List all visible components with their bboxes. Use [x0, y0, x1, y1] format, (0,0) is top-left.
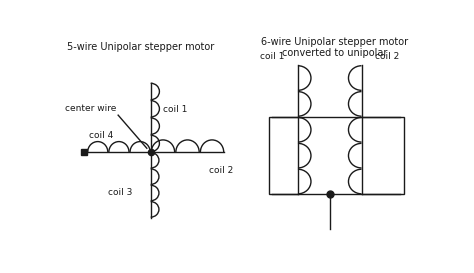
Text: 5-wire Unipolar stepper motor: 5-wire Unipolar stepper motor — [67, 42, 214, 52]
Text: coil 2: coil 2 — [209, 166, 233, 175]
Text: coil 4: coil 4 — [89, 131, 113, 140]
Text: coil 1: coil 1 — [163, 105, 188, 114]
Bar — [268, 117, 404, 194]
Text: 6-wire Unipolar stepper motor
converted to unipolar: 6-wire Unipolar stepper motor converted … — [261, 37, 408, 58]
Text: coil 3: coil 3 — [108, 188, 132, 197]
Text: coil 1: coil 1 — [260, 52, 284, 61]
Bar — [81, 149, 87, 155]
Text: coil 2: coil 2 — [375, 52, 400, 61]
Text: center wire: center wire — [65, 104, 117, 113]
